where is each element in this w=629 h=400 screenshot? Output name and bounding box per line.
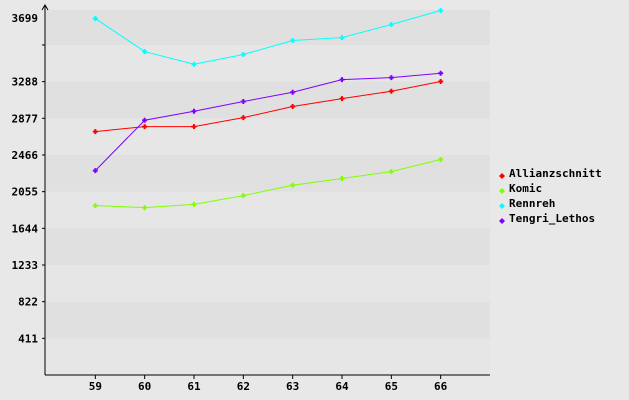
grid-band (46, 44, 490, 82)
series-line-komic (95, 159, 441, 209)
data-point (438, 70, 444, 76)
data-point (240, 193, 246, 199)
grid-band (46, 264, 490, 302)
data-point (290, 182, 296, 188)
data-point (388, 75, 394, 81)
y-tick-label: 1233 (12, 259, 39, 272)
y-tick-label: 2055 (12, 186, 39, 199)
legend-label: Komic (509, 182, 542, 195)
x-tick-label: 59 (89, 380, 102, 393)
legend-marker-icon (499, 173, 505, 179)
data-point (92, 129, 98, 135)
data-point (339, 77, 345, 83)
data-point (191, 201, 197, 207)
data-point (290, 104, 296, 110)
data-point (92, 203, 98, 209)
grid-band (46, 81, 490, 119)
legend-marker-icon (499, 188, 505, 194)
y-tick-label: 1644 (12, 222, 39, 235)
legend-marker-icon (499, 218, 505, 224)
data-point (191, 61, 197, 67)
data-point (290, 89, 296, 95)
y-tick-label: 822 (18, 296, 38, 309)
grid-band (46, 10, 490, 45)
data-point (92, 168, 98, 174)
x-tick-label: 66 (434, 380, 448, 393)
data-point (142, 49, 148, 55)
data-point (191, 124, 197, 130)
data-point (142, 205, 148, 211)
y-tick-label: 3699 (12, 12, 39, 25)
data-point (240, 99, 246, 105)
y-tick-label: 2877 (12, 112, 39, 125)
data-point (142, 117, 148, 123)
grid-band (46, 118, 490, 155)
legend-label: Tengri_Lethos (509, 212, 595, 225)
data-point (438, 8, 444, 14)
data-point (388, 169, 394, 175)
data-point (438, 79, 444, 85)
y-tick-label: 411 (18, 332, 38, 345)
y-axis-arrow-icon (41, 4, 49, 11)
data-point (92, 16, 98, 22)
data-point (240, 52, 246, 58)
legend-marker-icon (499, 203, 505, 209)
data-point (339, 35, 345, 41)
x-tick-label: 63 (286, 380, 299, 393)
x-tick-label: 60 (138, 380, 151, 393)
data-point (339, 96, 345, 102)
data-point (438, 157, 444, 163)
series-line-tengri_lethos (94, 72, 441, 171)
data-point (240, 115, 246, 121)
data-point (339, 176, 345, 182)
grid-band (46, 301, 490, 339)
x-tick-label: 61 (187, 380, 201, 393)
y-tick-label: 2466 (12, 149, 39, 162)
series-line-allianzschnitt (95, 81, 441, 133)
grid-band (46, 154, 490, 192)
legend-label: Allianzschnitt (509, 167, 602, 180)
data-point (290, 38, 296, 44)
series-line-rennreh (95, 10, 441, 65)
x-tick-label: 62 (237, 380, 250, 393)
grid-band (46, 228, 490, 265)
data-point (191, 108, 197, 114)
x-tick-label: 65 (385, 380, 398, 393)
grid-band (46, 191, 490, 229)
data-point (388, 88, 394, 94)
x-tick-label: 64 (335, 380, 349, 393)
grid-band (46, 338, 490, 375)
data-point (388, 22, 394, 28)
y-tick-label: 3288 (12, 76, 39, 89)
data-point (142, 124, 148, 130)
legend-label: Rennreh (509, 197, 555, 210)
